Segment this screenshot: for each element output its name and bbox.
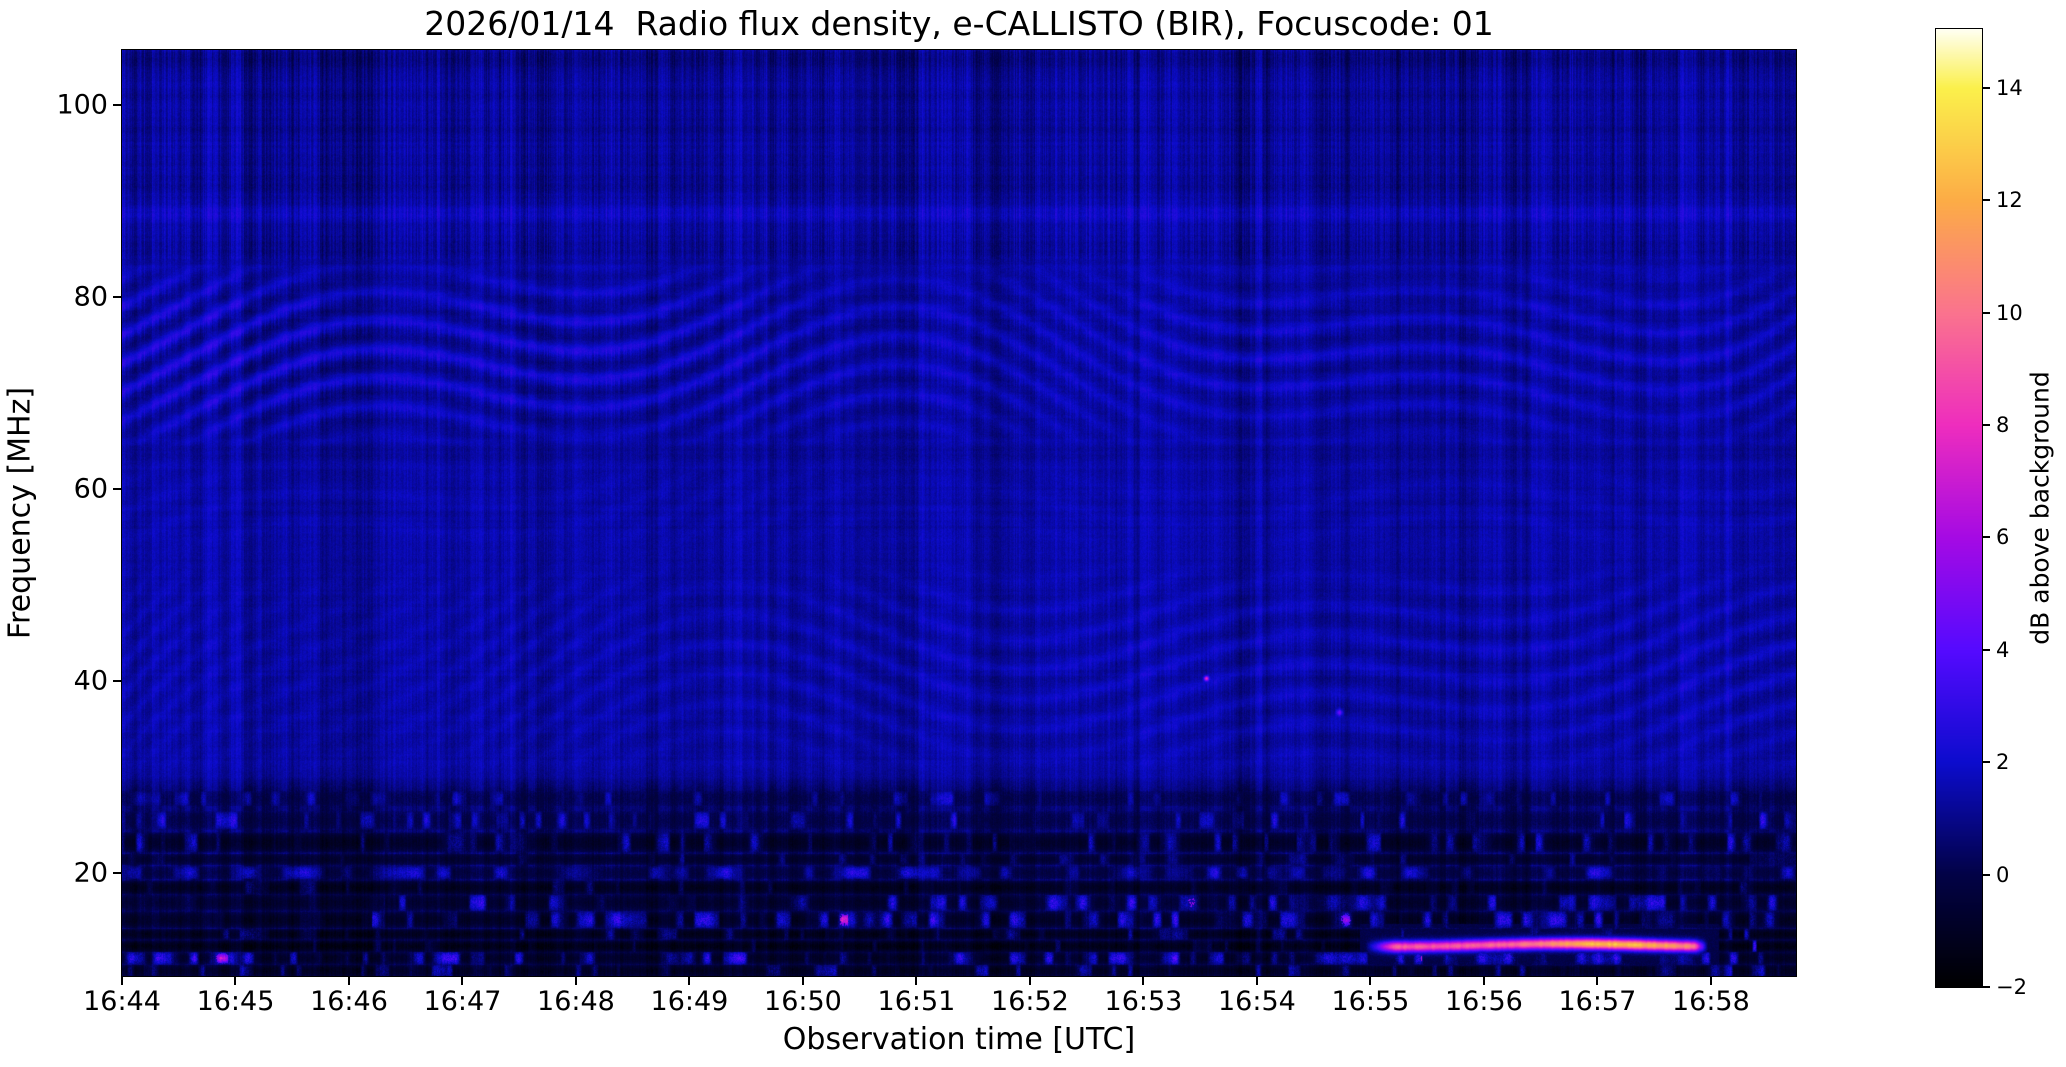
x-tick-mark <box>915 977 918 985</box>
x-tick-mark <box>1028 977 1031 985</box>
colorbar-tick-label: 4 <box>1996 637 2010 662</box>
x-tick-mark <box>801 977 804 985</box>
colorbar-tick-mark <box>1983 761 1990 764</box>
colorbar-tick-label: 6 <box>1996 525 2010 550</box>
x-tick-mark <box>1255 977 1258 985</box>
x-tick-label: 16:53 <box>1104 986 1183 1017</box>
colorbar-tick-mark <box>1983 86 1990 89</box>
x-tick-label: 16:48 <box>537 986 615 1017</box>
colorbar-tick-label: −2 <box>1996 975 2027 999</box>
x-tick-label: 16:54 <box>1218 986 1296 1017</box>
y-tick-mark <box>113 487 121 490</box>
y-tick-label: 40 <box>73 665 108 697</box>
colorbar-tick-mark <box>1983 986 1990 988</box>
colorbar-tick-mark <box>1983 648 1990 651</box>
colorbar-tick-label: 10 <box>1996 300 2023 325</box>
colorbar-tick-label: 0 <box>1996 862 2010 887</box>
colorbar-tick-mark <box>1983 873 1990 876</box>
x-tick-mark <box>461 977 464 985</box>
y-tick-label: 20 <box>73 857 108 889</box>
x-tick-label: 16:45 <box>196 986 275 1017</box>
x-tick-label: 16:50 <box>764 986 842 1017</box>
y-tick-mark <box>113 680 121 683</box>
y-tick-mark <box>113 103 121 106</box>
colorbar-tick-mark <box>1983 199 1990 202</box>
x-tick-label: 16:55 <box>1331 986 1410 1017</box>
x-tick-label: 16:57 <box>1558 986 1637 1017</box>
colorbar-tick-mark <box>1983 536 1990 539</box>
colorbar-tick-label: 8 <box>1996 413 2010 438</box>
colorbar-tick-mark <box>1983 311 1990 314</box>
colorbar-canvas <box>1935 28 1983 988</box>
x-tick-label: 16:52 <box>991 986 1069 1017</box>
x-axis-label: Observation time [UTC] <box>782 1022 1136 1057</box>
y-tick-label: 80 <box>73 281 108 313</box>
x-tick-mark <box>1709 977 1712 985</box>
x-tick-mark <box>1482 977 1485 985</box>
spectrogram-canvas <box>121 49 1797 977</box>
y-tick-mark <box>113 872 121 875</box>
x-tick-mark <box>347 977 350 985</box>
x-tick-label: 16:56 <box>1444 986 1523 1017</box>
colorbar-tick-label: 2 <box>1996 750 2010 775</box>
colorbar-tick-mark <box>1983 424 1990 427</box>
x-tick-mark <box>234 977 237 985</box>
x-tick-label: 16:58 <box>1671 986 1750 1017</box>
x-tick-label: 16:49 <box>650 986 729 1017</box>
y-tick-mark <box>113 295 121 298</box>
x-tick-mark <box>1369 977 1372 985</box>
y-tick-label: 100 <box>56 89 108 121</box>
x-tick-mark <box>688 977 691 985</box>
y-axis-label: Frequency [MHz] <box>2 386 38 640</box>
x-tick-mark <box>121 977 123 985</box>
x-tick-mark <box>574 977 577 985</box>
colorbar-label: dB above background <box>2025 371 2055 645</box>
x-tick-label: 16:44 <box>83 986 161 1017</box>
colorbar-tick-label: 12 <box>1996 188 2023 213</box>
x-tick-label: 16:47 <box>423 986 502 1017</box>
y-tick-label: 60 <box>73 473 108 505</box>
colorbar-tick-label: 14 <box>1996 75 2023 100</box>
x-tick-mark <box>1596 977 1599 985</box>
x-tick-mark <box>1142 977 1145 985</box>
x-tick-label: 16:46 <box>310 986 388 1017</box>
plot-title: 2026/01/14 Radio flux density, e-CALLIST… <box>424 4 1494 43</box>
x-tick-label: 16:51 <box>877 986 956 1017</box>
